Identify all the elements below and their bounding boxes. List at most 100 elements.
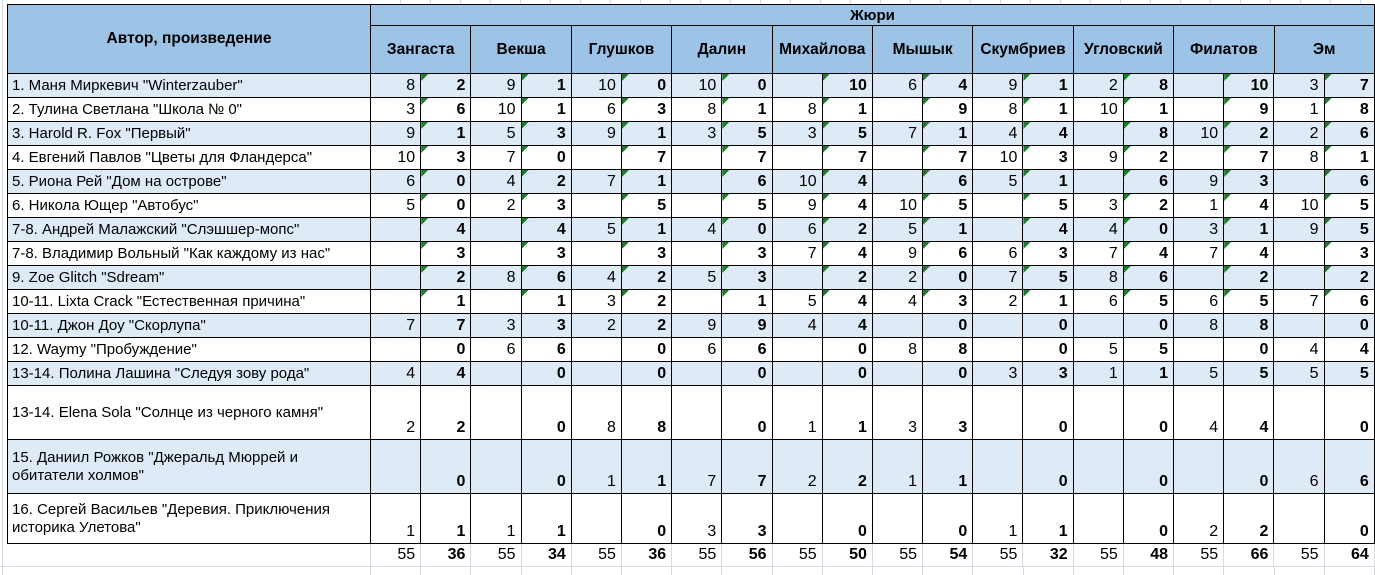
score-cell[interactable]: 0 xyxy=(722,386,773,440)
score-cell[interactable] xyxy=(571,242,622,266)
score-cell[interactable] xyxy=(1174,440,1225,494)
score-cell[interactable]: 6 xyxy=(1324,170,1375,194)
score-cell[interactable]: 5 xyxy=(1023,266,1074,290)
score-cell[interactable]: 1 xyxy=(1023,290,1074,314)
score-cell[interactable]: 0 xyxy=(1123,218,1174,242)
score-cell[interactable]: 1 xyxy=(1023,170,1074,194)
score-cell[interactable]: 5 xyxy=(371,194,422,218)
total-cell[interactable]: 55 xyxy=(471,544,522,566)
score-cell[interactable] xyxy=(471,440,522,494)
score-cell[interactable]: 0 xyxy=(1123,440,1174,494)
total-cell[interactable]: 66 xyxy=(1224,544,1275,566)
score-cell[interactable]: 0 xyxy=(621,338,673,362)
score-cell[interactable]: 8 xyxy=(571,386,622,440)
score-cell[interactable]: 10 xyxy=(471,98,522,122)
author-cell[interactable]: 9. Zoe Glitch "Sdream" xyxy=(8,266,371,290)
score-cell[interactable] xyxy=(1274,170,1325,194)
score-cell[interactable] xyxy=(1073,494,1124,544)
score-cell[interactable]: 4 xyxy=(1174,386,1225,440)
total-cell[interactable]: 55 xyxy=(872,544,924,566)
score-cell[interactable]: 2 xyxy=(421,386,472,440)
score-cell[interactable] xyxy=(872,98,924,122)
score-cell[interactable]: 2 xyxy=(1123,146,1174,170)
score-cell[interactable]: 3 xyxy=(1023,362,1074,386)
score-cell[interactable]: 0 xyxy=(1324,314,1375,338)
score-cell[interactable]: 0 xyxy=(1123,386,1174,440)
score-cell[interactable] xyxy=(672,242,723,266)
score-cell[interactable]: 9 xyxy=(772,194,823,218)
score-cell[interactable]: 5 xyxy=(1073,338,1124,362)
score-cell[interactable]: 10 xyxy=(1224,74,1275,98)
total-cell[interactable]: 55 xyxy=(1073,544,1124,566)
score-cell[interactable]: 8 xyxy=(1174,314,1225,338)
score-cell[interactable]: 3 xyxy=(521,314,572,338)
score-cell[interactable]: 0 xyxy=(521,146,572,170)
score-cell[interactable]: 0 xyxy=(421,170,472,194)
score-cell[interactable]: 4 xyxy=(672,218,723,242)
score-cell[interactable]: 3 xyxy=(722,494,773,544)
score-cell[interactable] xyxy=(772,494,823,544)
score-cell[interactable]: 3 xyxy=(1073,194,1124,218)
score-cell[interactable]: 6 xyxy=(872,74,924,98)
total-cell[interactable]: 55 xyxy=(973,544,1024,566)
jury-name-cell[interactable]: Далин xyxy=(672,26,773,74)
score-cell[interactable]: 2 xyxy=(822,266,873,290)
score-cell[interactable]: 3 xyxy=(672,122,723,146)
score-cell[interactable] xyxy=(471,290,522,314)
score-cell[interactable] xyxy=(1274,494,1325,544)
score-cell[interactable]: 10 xyxy=(571,74,622,98)
score-cell[interactable]: 1 xyxy=(822,386,873,440)
score-cell[interactable] xyxy=(571,494,622,544)
score-cell[interactable]: 4 xyxy=(822,242,873,266)
score-cell[interactable]: 3 xyxy=(621,242,673,266)
score-cell[interactable]: 0 xyxy=(1224,338,1275,362)
score-cell[interactable]: 6 xyxy=(1324,290,1375,314)
score-cell[interactable]: 3 xyxy=(1274,74,1325,98)
score-cell[interactable]: 3 xyxy=(521,194,572,218)
score-cell[interactable] xyxy=(471,362,522,386)
score-cell[interactable]: 7 xyxy=(371,314,422,338)
score-cell[interactable]: 0 xyxy=(421,440,472,494)
score-cell[interactable]: 0 xyxy=(621,362,673,386)
score-cell[interactable]: 4 xyxy=(1023,122,1074,146)
score-cell[interactable]: 6 xyxy=(772,218,823,242)
score-cell[interactable]: 6 xyxy=(1324,440,1375,494)
score-cell[interactable]: 7 xyxy=(722,440,773,494)
score-cell[interactable]: 0 xyxy=(621,494,673,544)
score-cell[interactable]: 1 xyxy=(973,494,1024,544)
score-cell[interactable]: 2 xyxy=(822,440,873,494)
score-cell[interactable] xyxy=(1274,266,1325,290)
author-cell[interactable]: 2. Тулина Светлана "Школа № 0" xyxy=(8,98,371,122)
score-cell[interactable]: 6 xyxy=(973,242,1024,266)
score-cell[interactable]: 7 xyxy=(621,146,673,170)
score-cell[interactable]: 0 xyxy=(1123,314,1174,338)
total-cell[interactable]: 50 xyxy=(822,544,873,566)
score-cell[interactable]: 0 xyxy=(822,338,873,362)
score-cell[interactable]: 7 xyxy=(1274,290,1325,314)
score-cell[interactable]: 0 xyxy=(521,386,572,440)
score-cell[interactable]: 8 xyxy=(621,386,673,440)
score-cell[interactable] xyxy=(1073,122,1124,146)
score-cell[interactable]: 8 xyxy=(1073,266,1124,290)
score-cell[interactable]: 10 xyxy=(872,194,924,218)
score-cell[interactable]: 4 xyxy=(822,170,873,194)
score-cell[interactable]: 4 xyxy=(1274,338,1325,362)
score-cell[interactable]: 3 xyxy=(973,362,1024,386)
score-cell[interactable] xyxy=(973,218,1024,242)
score-cell[interactable]: 2 xyxy=(872,266,924,290)
score-cell[interactable]: 1 xyxy=(421,122,472,146)
score-cell[interactable] xyxy=(371,440,422,494)
score-cell[interactable]: 0 xyxy=(1224,440,1275,494)
score-cell[interactable]: 7 xyxy=(923,146,974,170)
score-cell[interactable]: 4 xyxy=(822,290,873,314)
score-cell[interactable]: 6 xyxy=(471,338,522,362)
score-cell[interactable]: 1 xyxy=(571,440,622,494)
score-cell[interactable]: 0 xyxy=(621,74,673,98)
jury-name-cell[interactable]: Глушков xyxy=(571,26,673,74)
score-cell[interactable]: 8 xyxy=(1123,74,1174,98)
author-cell[interactable]: 15. Даниил Рожков "Джеральд Мюррей и оби… xyxy=(8,440,371,494)
score-cell[interactable]: 0 xyxy=(1324,494,1375,544)
score-cell[interactable]: 6 xyxy=(521,266,572,290)
score-cell[interactable]: 3 xyxy=(923,386,974,440)
score-cell[interactable]: 2 xyxy=(1324,266,1375,290)
